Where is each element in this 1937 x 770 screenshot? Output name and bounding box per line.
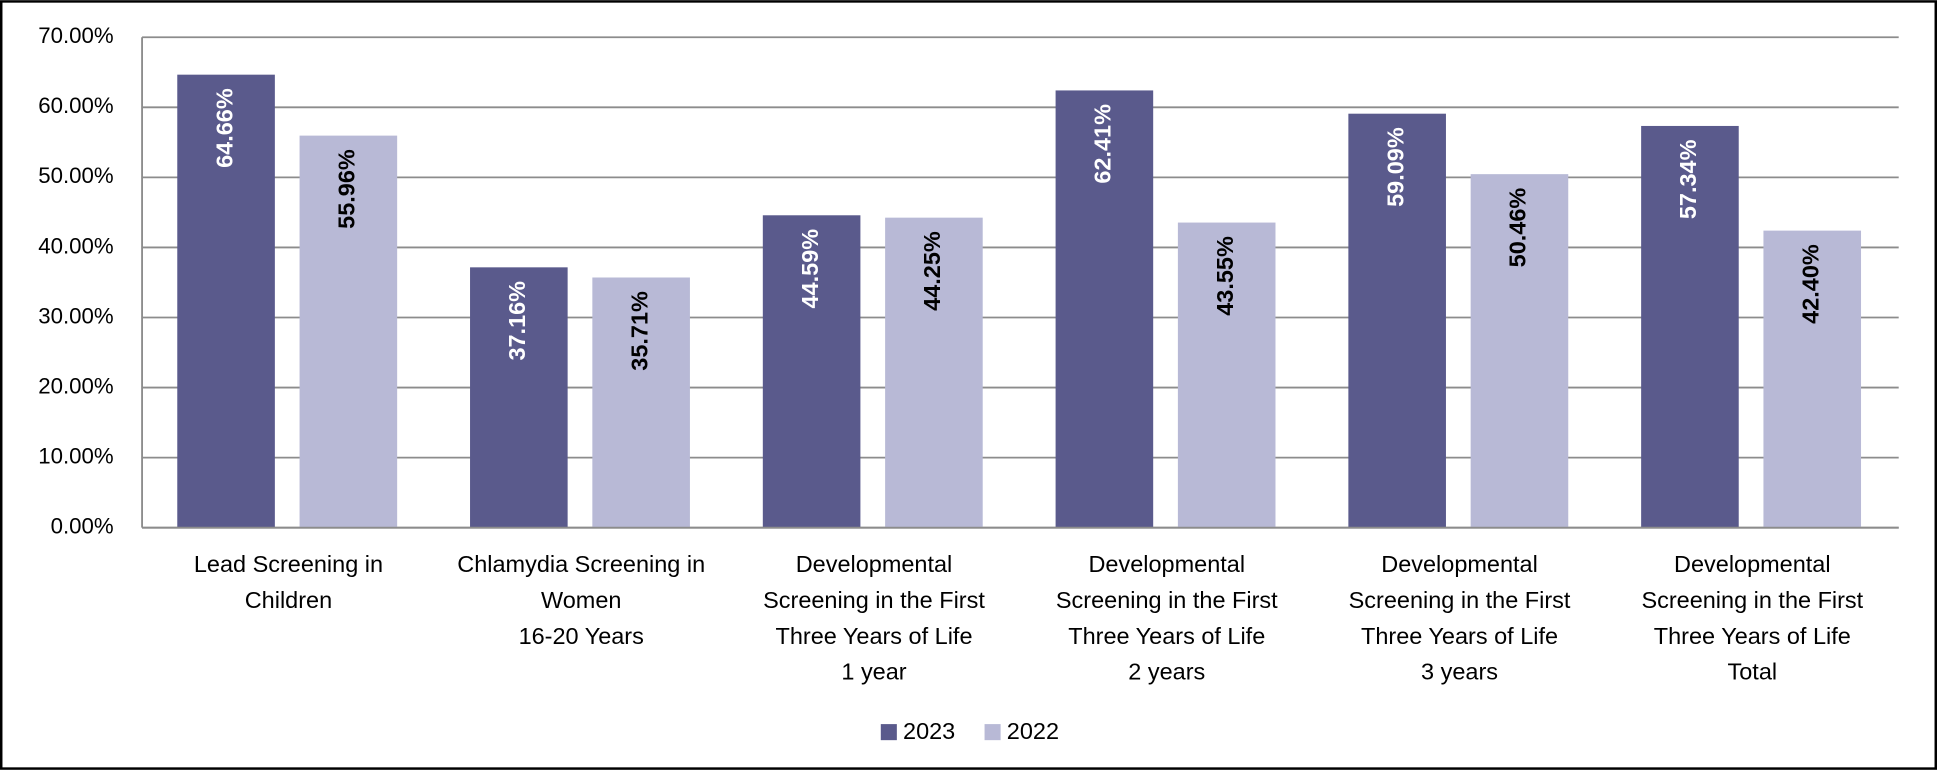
bar	[1177, 222, 1276, 528]
y-tick-label: 60.00%	[38, 93, 113, 118]
y-tick-label: 50.00%	[38, 163, 113, 188]
x-tick-label: Chlamydia Screening in	[457, 551, 705, 577]
bar	[1641, 125, 1739, 528]
bar	[885, 217, 983, 528]
x-tick-label: Three Years of Life	[1654, 623, 1851, 649]
value-label: 35.71%	[626, 291, 652, 371]
value-label: 64.66%	[211, 88, 237, 168]
value-label: 37.16%	[504, 281, 530, 361]
legend-label: 2022	[1007, 718, 1059, 744]
x-tick-label: 2 years	[1128, 659, 1205, 685]
value-label: 59.09%	[1382, 127, 1408, 207]
x-tick-label: Three Years of Life	[1068, 623, 1265, 649]
x-tick-label: Developmental	[1381, 551, 1538, 577]
x-tick-label: Developmental	[796, 551, 953, 577]
value-label: 44.59%	[797, 229, 823, 309]
value-label: 43.55%	[1212, 236, 1238, 316]
y-tick-label: 0.00%	[51, 514, 114, 539]
bar	[1348, 113, 1446, 528]
x-tick-label: Screening in the First	[1641, 587, 1863, 613]
x-tick-label: Total	[1728, 659, 1778, 685]
value-label: 57.34%	[1675, 139, 1701, 219]
bar	[299, 135, 398, 528]
value-label: 62.41%	[1090, 104, 1116, 184]
x-tick-label: 3 years	[1421, 659, 1498, 685]
x-tick-label: Women	[541, 587, 621, 613]
x-tick-label: Developmental	[1674, 551, 1831, 577]
y-tick-label: 70.00%	[38, 23, 113, 48]
bar	[1055, 90, 1154, 528]
x-tick-label: Screening in the First	[763, 587, 985, 613]
y-tick-label: 20.00%	[38, 373, 113, 398]
x-tick-label: Three Years of Life	[1361, 623, 1558, 649]
x-tick-label: Children	[245, 587, 332, 613]
value-label: 44.25%	[919, 231, 945, 311]
value-label: 50.46%	[1505, 188, 1531, 268]
legend-swatch	[880, 724, 897, 741]
value-label: 42.40%	[1797, 244, 1823, 324]
legend-swatch	[984, 724, 1001, 741]
bar	[762, 215, 861, 528]
value-label: 55.96%	[334, 149, 360, 229]
x-tick-label: Screening in the First	[1056, 587, 1278, 613]
x-tick-label: 16-20 Years	[519, 623, 644, 649]
legend-label: 2023	[903, 718, 955, 744]
bar	[177, 74, 275, 528]
bar	[592, 277, 690, 528]
x-tick-label: Screening in the First	[1349, 587, 1571, 613]
x-tick-label: Developmental	[1088, 551, 1245, 577]
y-tick-label: 10.00%	[38, 443, 113, 468]
y-tick-label: 30.00%	[38, 303, 113, 328]
x-tick-label: Three Years of Life	[775, 623, 972, 649]
x-tick-label: Lead Screening in	[194, 551, 383, 577]
bar	[470, 267, 568, 528]
bar	[1763, 230, 1862, 528]
y-tick-label: 40.00%	[38, 233, 113, 258]
bar	[1470, 174, 1569, 528]
x-tick-label: 1 year	[841, 659, 906, 685]
